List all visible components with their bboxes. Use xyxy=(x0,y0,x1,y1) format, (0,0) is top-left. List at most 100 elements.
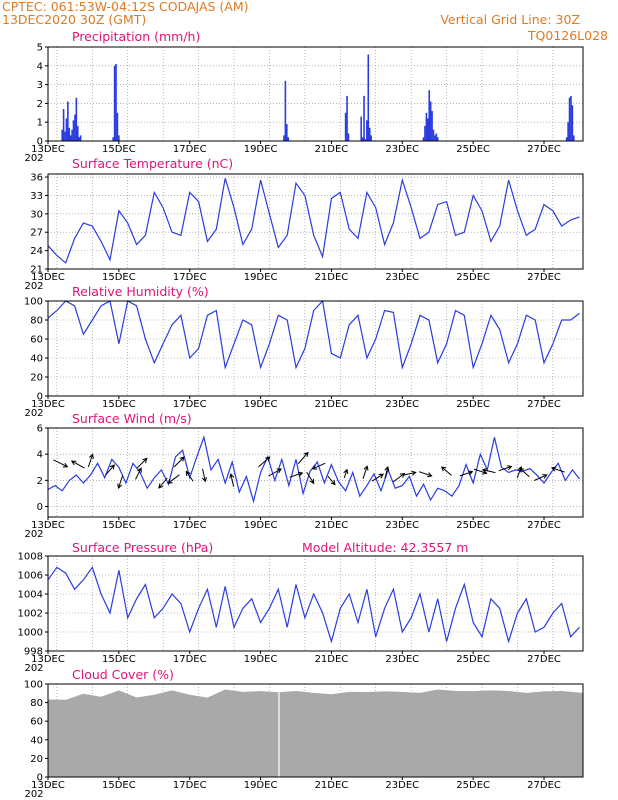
precip-xtick-label: 23DEC xyxy=(385,144,419,155)
precip-bar xyxy=(69,135,72,141)
cloud-xtick-label: 17DEC xyxy=(173,780,207,791)
wind-xtick-label: 27DEC xyxy=(527,520,561,531)
temp-ytick-label: 21 xyxy=(30,265,43,276)
temp-xtick-label: 19DEC xyxy=(244,272,278,283)
precip-bar xyxy=(361,137,364,141)
rh-series-line xyxy=(47,299,580,370)
cloud-xtick-label: 27DEC xyxy=(527,780,561,791)
precip-bar xyxy=(346,95,348,141)
temp-xtick-label: 13DEC xyxy=(31,272,65,283)
wind-vector-arrow xyxy=(550,466,565,473)
precip-bar xyxy=(62,109,65,141)
cloud-xtick-label: 15DEC xyxy=(102,780,136,791)
wind-vector-arrow xyxy=(258,456,271,468)
precip-bar xyxy=(425,112,428,141)
temp-year-stub: 202 xyxy=(24,281,43,292)
pres-ytick-label: 1004 xyxy=(18,590,43,601)
cloud-ytick-label: 40 xyxy=(30,735,43,746)
precip-ytick-label: 3 xyxy=(37,80,43,91)
wind-vector-arrow xyxy=(136,457,148,469)
wind-vector-arrow xyxy=(343,468,349,479)
wind-xtick-label: 19DEC xyxy=(244,520,278,531)
cloud-xtick-label: 21DEC xyxy=(315,780,349,791)
precip-bar xyxy=(116,112,119,141)
wind-vector-arrow xyxy=(268,468,283,477)
precip-bar xyxy=(75,97,78,141)
precip-bar xyxy=(76,125,79,141)
precip-bar xyxy=(286,124,288,141)
precip-bar xyxy=(367,54,370,141)
precip-bar xyxy=(572,135,575,141)
wind-ytick-label: 6 xyxy=(37,424,43,435)
pres-ytick-label: 1006 xyxy=(18,571,43,582)
cloud-xtick-label: 13DEC xyxy=(31,780,65,791)
temp-xtick-label: 17DEC xyxy=(173,272,207,283)
pres-year-stub: 202 xyxy=(24,663,43,674)
cloud-ytick-label: 60 xyxy=(30,717,43,728)
precip-bar xyxy=(432,129,435,141)
pres-xtick-label: 17DEC xyxy=(173,654,207,665)
cloud-year-stub: 202 xyxy=(24,789,43,800)
panel-title-humidity: Relative Humidity (%) xyxy=(72,284,209,299)
cloud-ytick-label: 0 xyxy=(37,773,43,784)
precip-bar xyxy=(65,118,68,141)
temp-panel: 21 24 27 30 33 36 13DEC 15DEC 17DEC 19DEC 21DEC 23D… xyxy=(24,173,584,292)
precip-xtick-label: 21DEC xyxy=(315,144,349,155)
wind-vector-arrow xyxy=(384,465,390,479)
temp-ytick-label: 24 xyxy=(30,246,43,257)
pres-frame xyxy=(47,555,584,652)
rh-xtick-label: 21DEC xyxy=(315,399,349,410)
temp-xtick-label: 15DEC xyxy=(102,272,136,283)
precip-bar xyxy=(284,80,287,141)
precip-bar xyxy=(72,120,75,141)
precip-bar xyxy=(78,137,80,141)
wind-xtick-label: 17DEC xyxy=(173,520,207,531)
precip-bar xyxy=(422,137,425,141)
precip-bar xyxy=(568,97,571,141)
precip-bar xyxy=(571,105,574,141)
precip-bar xyxy=(115,63,117,141)
wind-xtick-label: 23DEC xyxy=(385,520,419,531)
temp-xtick-label: 25DEC xyxy=(456,272,490,283)
wind-vector-arrow xyxy=(311,462,326,470)
precip-bar xyxy=(283,135,285,141)
pres-series-line xyxy=(47,566,580,644)
wind-xtick-label: 25DEC xyxy=(456,520,490,531)
temp-ytick-label: 27 xyxy=(30,228,43,239)
temp-ytick-label: 36 xyxy=(30,173,43,184)
precip-bar xyxy=(567,122,569,141)
rh-xtick-label: 19DEC xyxy=(244,399,278,410)
rh-xtick-label: 27DEC xyxy=(527,399,561,410)
precip-xtick-label: 15DEC xyxy=(102,144,136,155)
pres-xtick-label: 19DEC xyxy=(244,654,278,665)
wind-vector-arrow xyxy=(173,456,185,468)
wind-vector-arrow xyxy=(533,474,548,481)
wind-vector-arrow xyxy=(87,453,94,468)
rh-ytick-label: 40 xyxy=(30,354,43,365)
precip-ytick-label: 5 xyxy=(37,43,43,54)
rh-ytick-label: 20 xyxy=(30,373,43,384)
wind-xtick-label: 21DEC xyxy=(315,520,349,531)
precip-bar xyxy=(435,133,438,141)
pres-xtick-label: 27DEC xyxy=(527,654,561,665)
wind-ytick-label: 4 xyxy=(37,450,43,461)
precip-xtick-label: 17DEC xyxy=(173,144,207,155)
pres-ytick-label: 1008 xyxy=(18,552,43,563)
precip-bar xyxy=(112,137,114,141)
cloud-ytick-label: 80 xyxy=(30,698,43,709)
wind-vector-arrow xyxy=(498,465,513,472)
rh-xtick-label: 23DEC xyxy=(385,399,419,410)
precip-bar xyxy=(370,135,372,141)
temp-frame xyxy=(47,173,584,270)
precip-bar xyxy=(424,125,426,141)
precip-bar xyxy=(364,139,367,141)
cloud-ytick-label: 100 xyxy=(24,680,43,691)
cloud-area xyxy=(48,689,583,777)
pres-xtick-label: 23DEC xyxy=(385,654,419,665)
wind-ytick-label: 0 xyxy=(37,502,43,513)
rh-xtick-label: 25DEC xyxy=(456,399,490,410)
precip-bar xyxy=(366,120,368,141)
precip-bar xyxy=(347,133,350,141)
precip-year-stub: 202 xyxy=(24,153,43,164)
precip-bar xyxy=(64,131,66,141)
